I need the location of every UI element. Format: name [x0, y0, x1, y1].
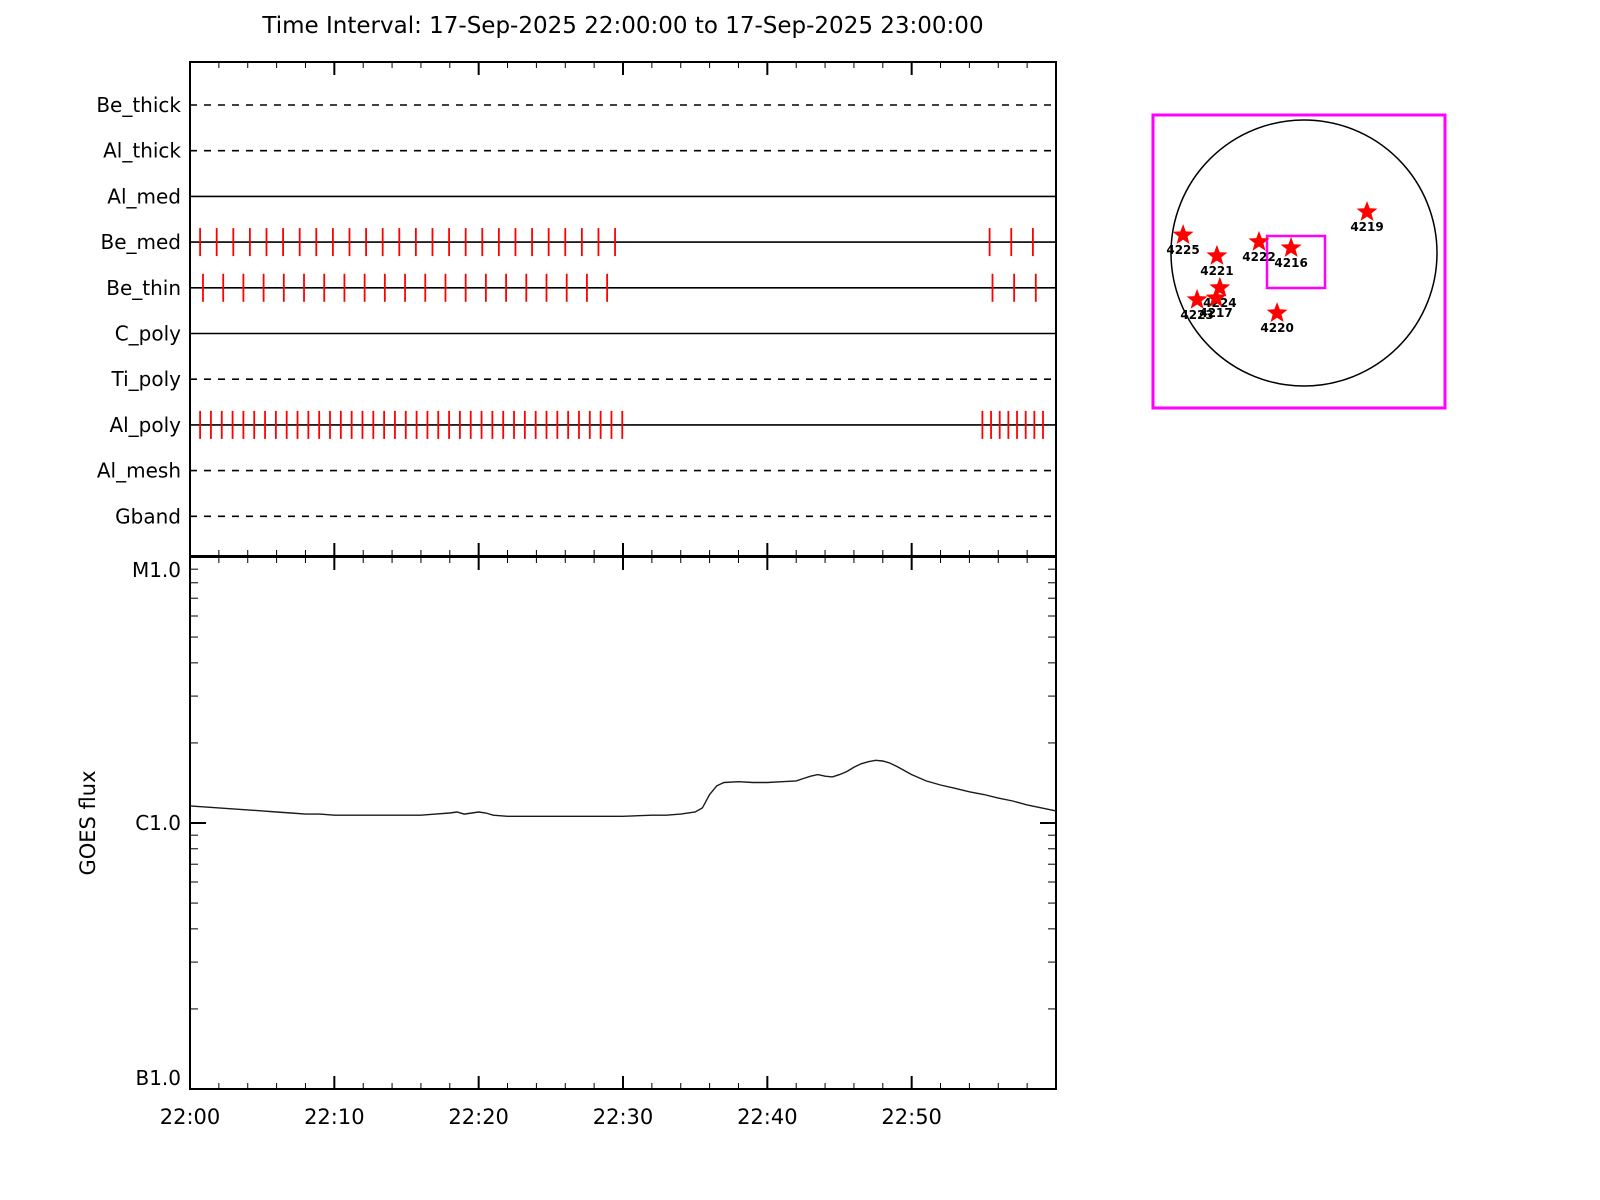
active-region-label: 4216 — [1274, 256, 1307, 270]
x-axis-label: 22:30 — [593, 1105, 654, 1129]
active-region-star — [1205, 287, 1227, 307]
plot-title: Time Interval: 17-Sep-2025 22:00:00 to 1… — [262, 13, 984, 39]
x-axis-label: 22:20 — [448, 1105, 509, 1129]
channel-label: Be_thin — [106, 276, 181, 300]
x-axis-label: 22:50 — [881, 1105, 942, 1129]
channel-label: Al_poly — [109, 413, 181, 437]
active-region-label: 4223 — [1180, 308, 1213, 322]
goes-flux-axis-title: GOES flux — [76, 770, 100, 875]
active-region-star — [1266, 302, 1288, 322]
active-region-label: 4217 — [1199, 306, 1232, 320]
channel-label: C_poly — [115, 322, 181, 346]
active-region-label: 4220 — [1260, 321, 1293, 335]
y-axis-label: B1.0 — [135, 1066, 181, 1090]
x-axis-label: 22:10 — [304, 1105, 365, 1129]
x-axis-label: 22:40 — [737, 1105, 798, 1129]
channel-label: Be_med — [100, 230, 181, 254]
channel-label: Al_thick — [103, 139, 181, 163]
active-region-star — [1248, 230, 1270, 251]
solar-limb-circle — [1170, 119, 1438, 387]
y-axis-label: C1.0 — [135, 811, 181, 835]
active-region-star — [1206, 244, 1228, 265]
active-region-star — [1280, 237, 1302, 257]
goes-flux-curve — [189, 759, 1057, 817]
timeline-panel-border — [189, 61, 1057, 557]
y-axis-label: M1.0 — [132, 558, 181, 582]
channel-label: Al_mesh — [97, 459, 181, 483]
active-region-star — [1356, 201, 1378, 221]
active-region-label: 4219 — [1350, 220, 1383, 234]
active-region-star — [1172, 224, 1194, 244]
active-region-label: 4222 — [1242, 250, 1275, 264]
goes-panel-border — [189, 556, 1057, 1090]
channel-label: Ti_poly — [111, 367, 182, 391]
active-region-star — [1209, 276, 1231, 297]
active-region-star — [1186, 288, 1208, 309]
fov-box — [1265, 234, 1327, 290]
x-axis-label: 22:00 — [160, 1105, 221, 1129]
map-border — [1151, 113, 1447, 410]
channel-label: Al_med — [107, 184, 181, 208]
channel-label: Gband — [115, 504, 181, 528]
channel-label: Be_thick — [96, 93, 181, 117]
active-region-label: 4221 — [1200, 264, 1233, 278]
active-region-label: 4225 — [1166, 243, 1199, 257]
